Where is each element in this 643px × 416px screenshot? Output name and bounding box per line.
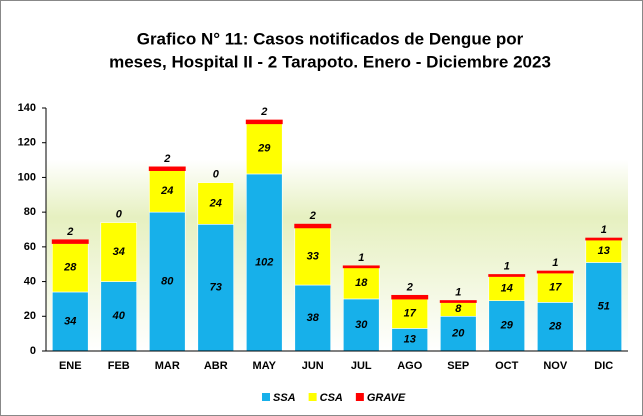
chart-title: meses, Hospital II - 2 Tarapoto. Enero -… [109,52,551,71]
y-tick-label: 60 [24,241,36,253]
plot-background [46,160,628,351]
data-label: 24 [209,197,222,209]
data-label: 0 [116,208,123,220]
y-tick-label: 80 [24,206,36,218]
bar-segment [149,170,186,213]
data-label: 34 [113,246,125,258]
bar-segment [197,182,234,225]
data-label: 2 [260,106,267,118]
data-label: 2 [66,226,73,238]
bar-segment [536,270,574,274]
data-label: 24 [160,185,173,197]
data-label: 28 [63,262,77,274]
data-label: 51 [598,301,610,313]
bar-segment [391,294,429,300]
bar-segment [343,267,380,300]
data-label: 30 [355,319,368,331]
y-tick-label: 0 [30,345,36,357]
y-tick-label: 20 [24,310,36,322]
data-label: 40 [112,310,126,322]
bar-segment [51,239,89,244]
data-label: 34 [64,315,76,327]
bar-segment [439,300,477,303]
x-tick-label: MAY [253,360,277,372]
legend-swatch [355,393,364,401]
legend-label: SSA [273,392,296,404]
bar-segment [246,173,283,352]
data-label: 8 [455,303,462,315]
data-label: 1 [504,261,510,273]
x-tick-label: JUL [351,360,372,372]
data-label: 1 [455,287,461,299]
y-tick-label: 120 [18,137,36,149]
bar-segment [246,123,283,175]
y-tick-label: 40 [24,275,36,287]
data-label: 73 [210,282,222,294]
legend-swatch [308,393,317,401]
legend-label: GRAVE [367,392,406,404]
bar-segment [488,300,525,352]
data-label: 20 [451,328,465,340]
data-label: 2 [406,281,413,293]
data-label: 80 [161,275,174,287]
x-tick-label: OCT [495,360,519,372]
y-tick-label: 100 [18,171,36,183]
x-tick-label: ENE [59,360,82,372]
bar-segment [585,237,623,241]
bar-segment [342,265,380,269]
bar-segment [488,276,525,301]
bar-segment [197,223,234,352]
data-label: 29 [500,320,514,332]
x-tick-label: DIC [594,360,613,372]
bar-segment [148,166,186,171]
data-label: 14 [501,282,513,294]
data-label: 0 [213,169,220,181]
data-label: 1 [552,257,558,269]
x-tick-label: ABR [204,360,228,372]
data-label: 2 [309,210,316,222]
bar-segment [245,119,283,125]
data-label: 1 [358,252,364,264]
legend-swatch [262,393,270,401]
data-label: 17 [404,308,417,320]
x-tick-label: FEB [108,360,130,372]
x-tick-label: NOV [543,360,568,372]
bar-segment [488,274,526,277]
bar-segment [440,315,477,352]
data-label: 13 [404,334,416,346]
x-tick-label: AGO [397,360,423,372]
bar-segment [537,272,574,303]
bar-segment [294,284,331,352]
data-label: 102 [255,256,273,268]
data-label: 18 [355,277,368,289]
bar-segment [100,222,137,282]
x-tick-label: MAR [155,360,180,372]
bar-segment [294,227,331,286]
data-label: 17 [549,282,562,294]
bar-segment [294,223,332,229]
data-label: 33 [307,250,319,262]
data-label: 38 [307,312,320,324]
y-tick-label: 140 [18,102,36,114]
x-tick-label: JUN [302,360,324,372]
bar-segment [585,262,622,352]
x-tick-label: SEP [447,360,469,372]
data-label: 2 [163,153,170,165]
data-label: 13 [598,245,610,257]
bar-segment [391,298,428,329]
data-label: 28 [548,321,562,333]
data-label: 1 [601,224,607,236]
legend-label: CSA [320,392,343,404]
data-label: 29 [257,143,271,155]
chart-title: Grafico N° 11: Casos notificados de Deng… [137,29,524,48]
